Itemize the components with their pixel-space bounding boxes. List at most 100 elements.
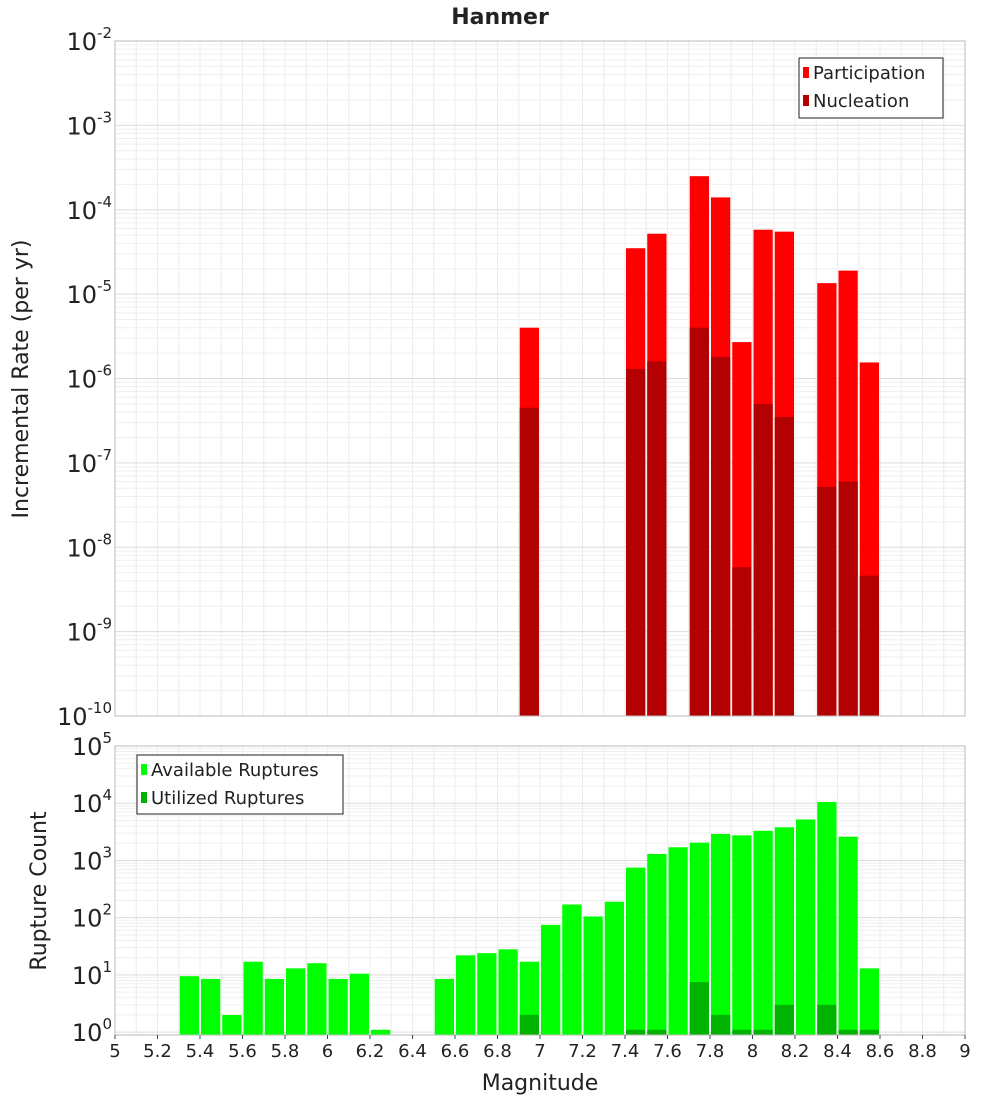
bottom-bar-available-ruptures: [477, 953, 497, 1035]
bottom-bar-available-ruptures: [498, 949, 518, 1035]
bottom-bar-utilized-ruptures: [732, 1029, 752, 1035]
x-tick-label: 7: [534, 1041, 545, 1062]
chart-title: Hanmer: [451, 5, 549, 30]
x-tick-label: 6.8: [483, 1041, 512, 1062]
top-bars: [519, 176, 879, 717]
legend-swatch-nucleation: [803, 95, 809, 106]
bottom-bar-utilized-ruptures: [647, 1029, 667, 1035]
bottom-bar-utilized-ruptures: [817, 1004, 837, 1035]
x-tick-label: 5: [109, 1041, 120, 1062]
x-tick-label: 5.4: [186, 1041, 215, 1062]
x-tick-label: 5.6: [228, 1041, 257, 1062]
bottom-bar-available-ruptures: [286, 968, 306, 1035]
bottom-bar-available-ruptures: [541, 924, 561, 1035]
rupture-count-panel: 105 104 103 102 101 100 5 5.2 5.4 5.6 5.8 6 6.2 6.4 6…: [27, 729, 971, 1096]
x-tick-label: 9: [959, 1041, 970, 1062]
top-y-tick-label: 10-7: [66, 446, 112, 478]
bottom-bar-available-ruptures: [583, 916, 603, 1035]
top-y-tick-label: 10-6: [66, 362, 112, 394]
top-y-tick-label: 10-5: [66, 277, 112, 309]
bottom-legend: Available Ruptures Utilized Ruptures: [136, 754, 344, 815]
x-tick-label: 8.4: [823, 1041, 852, 1062]
legend-swatch-utilized: [141, 792, 147, 803]
bottom-y-tick-label: 105: [72, 729, 112, 761]
top-bar-nucleation: [626, 368, 646, 716]
top-y-tick-label: 10-4: [66, 193, 112, 225]
bottom-bar-available-ruptures: [796, 819, 816, 1035]
legend-swatch-available: [141, 764, 147, 775]
legend-label-nucleation: Nucleation: [813, 91, 909, 112]
top-bar-nucleation: [732, 567, 752, 716]
legend-label-participation: Participation: [813, 63, 925, 84]
x-tick-label: 8.8: [908, 1041, 937, 1062]
top-bar-nucleation: [838, 481, 858, 716]
bottom-y-tick-label: 103: [72, 843, 112, 875]
top-bar-nucleation: [817, 486, 837, 716]
top-bar-nucleation: [774, 416, 794, 716]
top-y-ticks: 10-2 10-3 10-4 10-5 10-6 10-7 10-8 10-9 10-10: [57, 24, 112, 731]
bottom-bars: [179, 802, 879, 1035]
top-y-tick-label: 10-3: [66, 108, 112, 140]
bottom-legend-box: [136, 754, 344, 815]
x-tick-label: 5.8: [271, 1041, 300, 1062]
bottom-bar-utilized-ruptures: [753, 1029, 773, 1035]
bottom-bar-available-ruptures: [732, 835, 752, 1035]
bottom-y-tick-label: 102: [72, 901, 112, 933]
x-tick-label: 7.6: [653, 1041, 682, 1062]
legend-label-available: Available Ruptures: [151, 760, 319, 781]
bottom-bar-utilized-ruptures: [519, 1014, 539, 1035]
x-tick-label: 7.4: [611, 1041, 640, 1062]
bottom-bar-available-ruptures: [179, 976, 199, 1035]
bottom-bar-utilized-ruptures: [626, 1029, 646, 1035]
top-plot-border: [114, 40, 966, 717]
top-bar-nucleation: [519, 407, 539, 716]
bottom-bar-available-ruptures: [328, 978, 348, 1035]
x-tick-label: 5.2: [143, 1041, 172, 1062]
bottom-y-ticks: 105 104 103 102 101 100: [72, 729, 112, 1047]
top-bar-nucleation: [753, 403, 773, 716]
bottom-bar-available-ruptures: [434, 978, 454, 1035]
bottom-bar-available-ruptures: [668, 847, 688, 1035]
bottom-bar-utilized-ruptures: [711, 1014, 731, 1035]
x-tick-label: 8: [747, 1041, 758, 1062]
bottom-y-tick-label: 100: [72, 1015, 112, 1047]
top-bar-nucleation: [689, 327, 709, 716]
x-tick-label: 6.4: [398, 1041, 427, 1062]
top-y-tick-label: 10-9: [66, 615, 112, 647]
top-gridlines: [114, 40, 966, 717]
bottom-bar-available-ruptures: [711, 833, 731, 1035]
bottom-bar-available-ruptures: [774, 827, 794, 1035]
top-legend-box: [798, 57, 944, 119]
bottom-bar-utilized-ruptures: [838, 1029, 858, 1035]
bottom-bar-available-ruptures: [349, 973, 369, 1035]
top-bar-nucleation: [711, 356, 731, 716]
bottom-bar-available-ruptures: [753, 830, 773, 1035]
top-y-axis-label: Incremental Rate (per yr): [9, 240, 34, 519]
bottom-bar-available-ruptures: [838, 836, 858, 1035]
top-y-tick-label: 10-8: [66, 530, 112, 562]
top-y-tick-label: 10-10: [57, 699, 112, 731]
x-tick-label: 8.2: [781, 1041, 810, 1062]
bottom-bar-available-ruptures: [817, 802, 837, 1035]
top-bar-nucleation: [859, 575, 879, 716]
x-tick-label: 8.6: [866, 1041, 895, 1062]
bottom-bar-available-ruptures: [456, 955, 476, 1035]
x-axis-label: Magnitude: [482, 1071, 599, 1096]
top-y-tick-label: 10-2: [66, 24, 112, 56]
bottom-bar-utilized-ruptures: [689, 982, 709, 1035]
x-tick-label: 7.2: [568, 1041, 597, 1062]
bottom-bar-available-ruptures: [626, 867, 646, 1035]
bottom-bar-available-ruptures: [243, 961, 263, 1035]
participation-rate-panel: 10-2 10-3 10-4 10-5 10-6 10-7 10-8 10-9 10-10 In…: [9, 24, 966, 731]
bottom-bar-available-ruptures: [307, 963, 327, 1035]
legend-swatch-participation: [803, 67, 809, 78]
bottom-bar-available-ruptures: [371, 1029, 391, 1035]
top-bar-nucleation: [647, 361, 667, 716]
x-tick-label: 6: [322, 1041, 333, 1062]
bottom-y-tick-label: 104: [72, 786, 112, 818]
x-tick-label: 6.2: [356, 1041, 385, 1062]
x-ticks: 5 5.2 5.4 5.6 5.8 6 6.2 6.4 6.6 6.8 7 7.2 7.4 7.6 7.8 8…: [109, 1035, 971, 1062]
bottom-y-axis-label: Rupture Count: [27, 811, 52, 971]
x-tick-label: 6.6: [441, 1041, 470, 1062]
